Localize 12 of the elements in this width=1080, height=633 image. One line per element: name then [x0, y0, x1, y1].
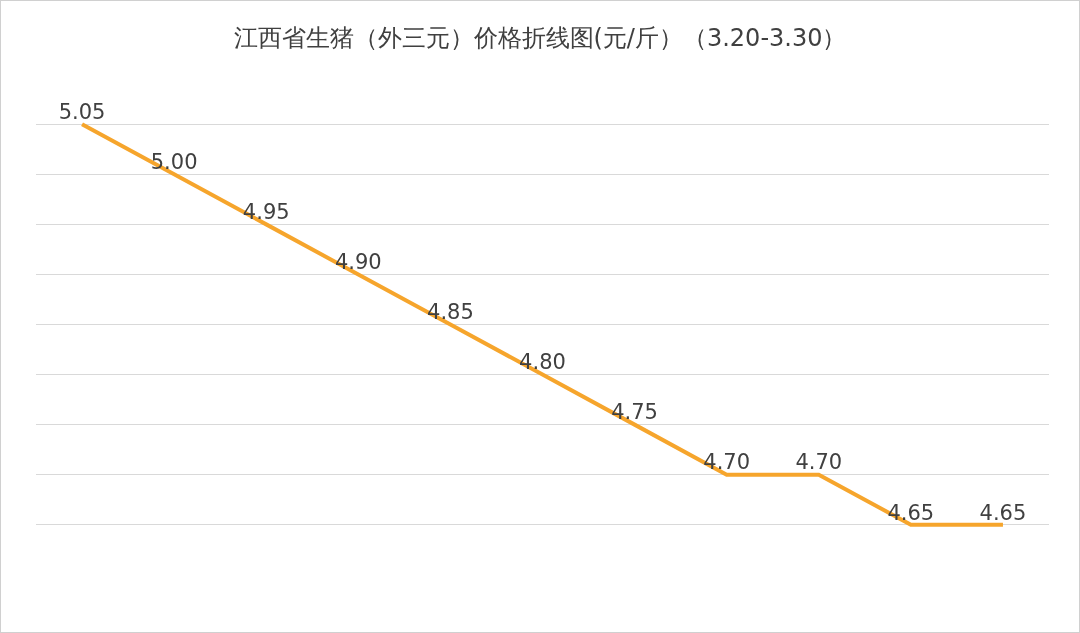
data-label: 4.95	[242, 200, 290, 225]
data-label: 4.80	[519, 350, 566, 375]
data-label: 4.65	[887, 500, 935, 525]
data-label: 4.70	[703, 450, 751, 475]
data-label: 4.85	[427, 300, 474, 325]
data-label: 4.90	[334, 250, 382, 275]
data-label: 4.70	[795, 450, 843, 475]
chart-title: 江西省生猪（外三元）价格折线图(元/斤）（3.20-3.30）	[233, 24, 847, 53]
data-label: 5.00	[150, 150, 198, 175]
data-label: 5.05	[58, 100, 106, 124]
data-label: 4.75	[611, 400, 658, 425]
data-label: 4.65	[979, 500, 1027, 525]
